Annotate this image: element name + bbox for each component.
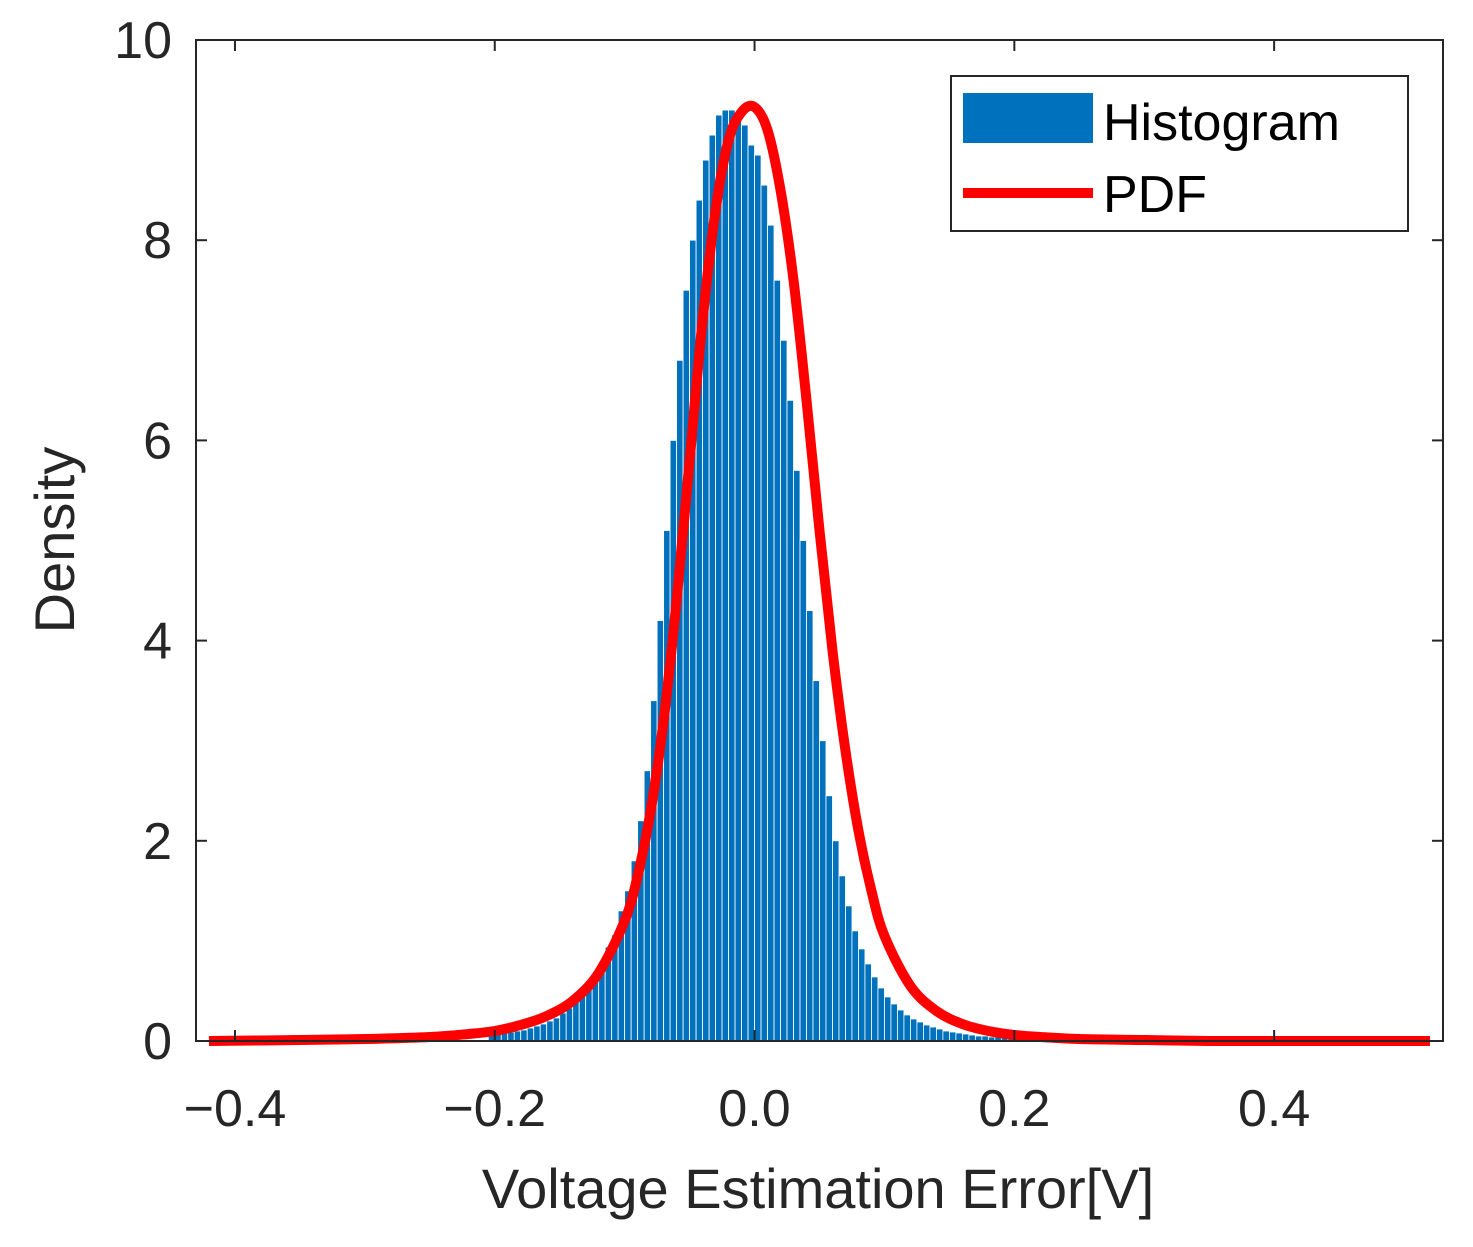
legend-histogram-label: Histogram <box>1103 94 1340 152</box>
histogram-bar <box>845 905 853 1042</box>
histogram-bar <box>786 399 794 1042</box>
legend-pdf-label: PDF <box>1103 166 1207 224</box>
histogram-bar <box>955 1032 963 1042</box>
x-tick-label: −0.2 <box>443 1080 546 1138</box>
histogram-bar <box>741 124 749 1042</box>
histogram-bar <box>877 987 885 1042</box>
y-axis-label: Density <box>23 447 86 634</box>
histogram-bar <box>539 1023 548 1042</box>
histogram-bar <box>663 530 671 1042</box>
histogram-bar <box>858 948 866 1042</box>
histogram-bar <box>565 1007 574 1042</box>
x-tick-label: 0.4 <box>1238 1080 1310 1138</box>
histogram-bar <box>897 1009 905 1042</box>
histogram-bar <box>864 963 872 1042</box>
histogram-bar <box>715 114 723 1042</box>
histogram-bar <box>747 144 755 1042</box>
histogram-bar <box>526 1027 535 1042</box>
histogram-bar <box>728 109 736 1042</box>
histogram-bar <box>559 1012 567 1042</box>
histogram-bar <box>669 439 678 1042</box>
x-tick-label: 0.0 <box>718 1080 790 1138</box>
histogram-bar <box>682 289 690 1042</box>
histogram-bar <box>884 996 892 1042</box>
histogram-bar <box>760 184 768 1042</box>
pdf-line-group <box>208 100 1431 1047</box>
axis-ticks <box>196 39 1443 1042</box>
histogram-bar <box>851 930 859 1042</box>
legend: Histogram PDF <box>950 75 1409 232</box>
y-tick-label: 2 <box>143 813 172 871</box>
histogram-bar <box>916 1021 924 1042</box>
histogram-bar <box>961 1033 970 1042</box>
x-axis-label: Voltage Estimation Error[V] <box>482 1157 1154 1220</box>
histogram-bar <box>942 1030 950 1042</box>
histogram-bar <box>929 1026 937 1042</box>
histogram-bar <box>780 339 788 1042</box>
x-tick-label: −0.4 <box>184 1080 287 1138</box>
pdf-line <box>208 100 1431 1047</box>
x-tick-label: 0.2 <box>978 1080 1050 1138</box>
histogram-bar <box>838 875 846 1042</box>
histogram-bar <box>507 1031 515 1042</box>
axes-frame <box>195 39 1444 1042</box>
histogram-bar <box>513 1030 522 1042</box>
histogram-bar <box>819 740 827 1042</box>
histogram-bar <box>825 795 833 1042</box>
histogram-bar <box>793 470 801 1042</box>
histogram-bar <box>721 109 729 1042</box>
histogram-bar <box>767 224 775 1042</box>
histogram-bar <box>890 1003 898 1042</box>
y-tick-label: 0 <box>143 1013 172 1071</box>
histogram-bar <box>936 1028 944 1042</box>
histogram-bar <box>773 279 781 1042</box>
histogram-bar <box>533 1025 541 1042</box>
histogram-bar <box>871 976 879 1042</box>
legend-histogram-swatch <box>963 93 1093 143</box>
histogram-bar <box>903 1014 911 1042</box>
histogram-bars <box>487 109 1022 1042</box>
histogram-bar <box>546 1020 554 1042</box>
histogram-bar <box>552 1017 561 1042</box>
histogram-bar <box>806 610 814 1042</box>
axis-labels: −0.4 −0.2 0.0 0.2 0.4 0 2 4 6 8 10 Voltage Estimati… <box>23 12 1310 1220</box>
histogram-bar <box>734 114 742 1042</box>
histogram-bar <box>520 1029 528 1042</box>
histogram-bar <box>949 1031 957 1042</box>
histogram-bar <box>754 154 762 1042</box>
histogram-bar <box>676 359 684 1042</box>
y-tick-label: 6 <box>143 412 172 470</box>
y-tick-label: 4 <box>143 613 172 671</box>
histogram-bar <box>832 840 840 1042</box>
histogram-bar <box>656 620 665 1042</box>
y-tick-label: 8 <box>143 212 172 270</box>
histogram-bar <box>812 680 820 1042</box>
histogram-bar <box>910 1018 918 1042</box>
axes-box <box>195 39 1444 1042</box>
histogram-bar <box>923 1024 931 1042</box>
histogram-bar <box>799 540 807 1042</box>
histogram-bar <box>572 1000 580 1042</box>
y-tick-label: 10 <box>114 12 172 70</box>
